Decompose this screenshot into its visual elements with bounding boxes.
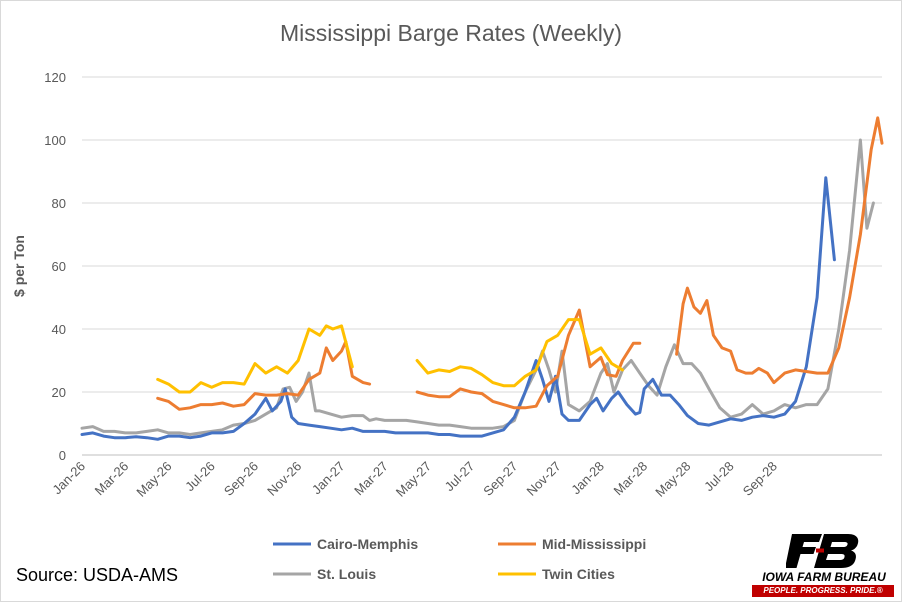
y-tick-label: 20 xyxy=(52,385,66,400)
y-tick-label: 40 xyxy=(52,322,66,337)
x-tick-label: Jan-26 xyxy=(49,459,88,498)
y-tick-label: 120 xyxy=(44,70,66,85)
x-tick-label: May-27 xyxy=(393,459,434,500)
y-axis-title: $ per Ton xyxy=(11,235,27,297)
farm-bureau-logo: IOWA FARM BUREAU PEOPLE. PROGRESS. PRIDE… xyxy=(746,528,902,600)
x-tick-label: Jul-26 xyxy=(182,459,218,495)
x-tick-label: May-28 xyxy=(652,459,693,500)
grid xyxy=(82,77,882,455)
series-line-st-louis xyxy=(82,140,873,435)
x-tick-label: Jul-27 xyxy=(442,459,478,495)
legend-label: Cairo-Memphis xyxy=(317,536,418,552)
x-tick-label: May-26 xyxy=(133,459,174,500)
x-tick-label: Nov-26 xyxy=(264,459,304,499)
x-tick-label: Nov-27 xyxy=(524,459,564,499)
x-tick-label: Jul-28 xyxy=(701,459,737,495)
x-tick-label: Sep-26 xyxy=(221,459,261,499)
x-tick-label: Sep-27 xyxy=(480,459,520,499)
legend-label: St. Louis xyxy=(317,566,376,582)
x-tick-label: Mar-28 xyxy=(611,459,651,499)
y-tick-label: 100 xyxy=(44,133,66,148)
fb-logo-mark xyxy=(786,532,862,570)
source-note: Source: USDA-AMS xyxy=(16,565,178,586)
legend-label: Twin Cities xyxy=(542,566,615,582)
x-tick-label: Mar-27 xyxy=(351,459,391,499)
series-line-mid-mississippi xyxy=(158,118,882,409)
x-tick-label: Jan-28 xyxy=(568,459,607,498)
chart-area: 020406080100120Jan-26 Mar-26 May-26 Jul-26 S… xyxy=(0,0,902,602)
x-tick-label: Mar-26 xyxy=(92,459,132,499)
x-tick-label: Sep-28 xyxy=(740,459,780,499)
legend: Cairo-Memphis Mid-Mississippi St. Louis Twi… xyxy=(273,536,646,582)
y-tick-label: 80 xyxy=(52,196,66,211)
legend-label: Mid-Mississippi xyxy=(542,536,646,552)
logo-tagline: PEOPLE. PROGRESS. PRIDE.® xyxy=(752,585,894,597)
y-tick-label: 60 xyxy=(52,259,66,274)
x-tick-label: Jan-27 xyxy=(309,459,348,498)
logo-name: IOWA FARM BUREAU xyxy=(746,570,902,584)
series-line-cairo-memphis xyxy=(82,178,834,440)
series-layer xyxy=(82,118,882,439)
y-tick-label: 0 xyxy=(59,448,66,463)
